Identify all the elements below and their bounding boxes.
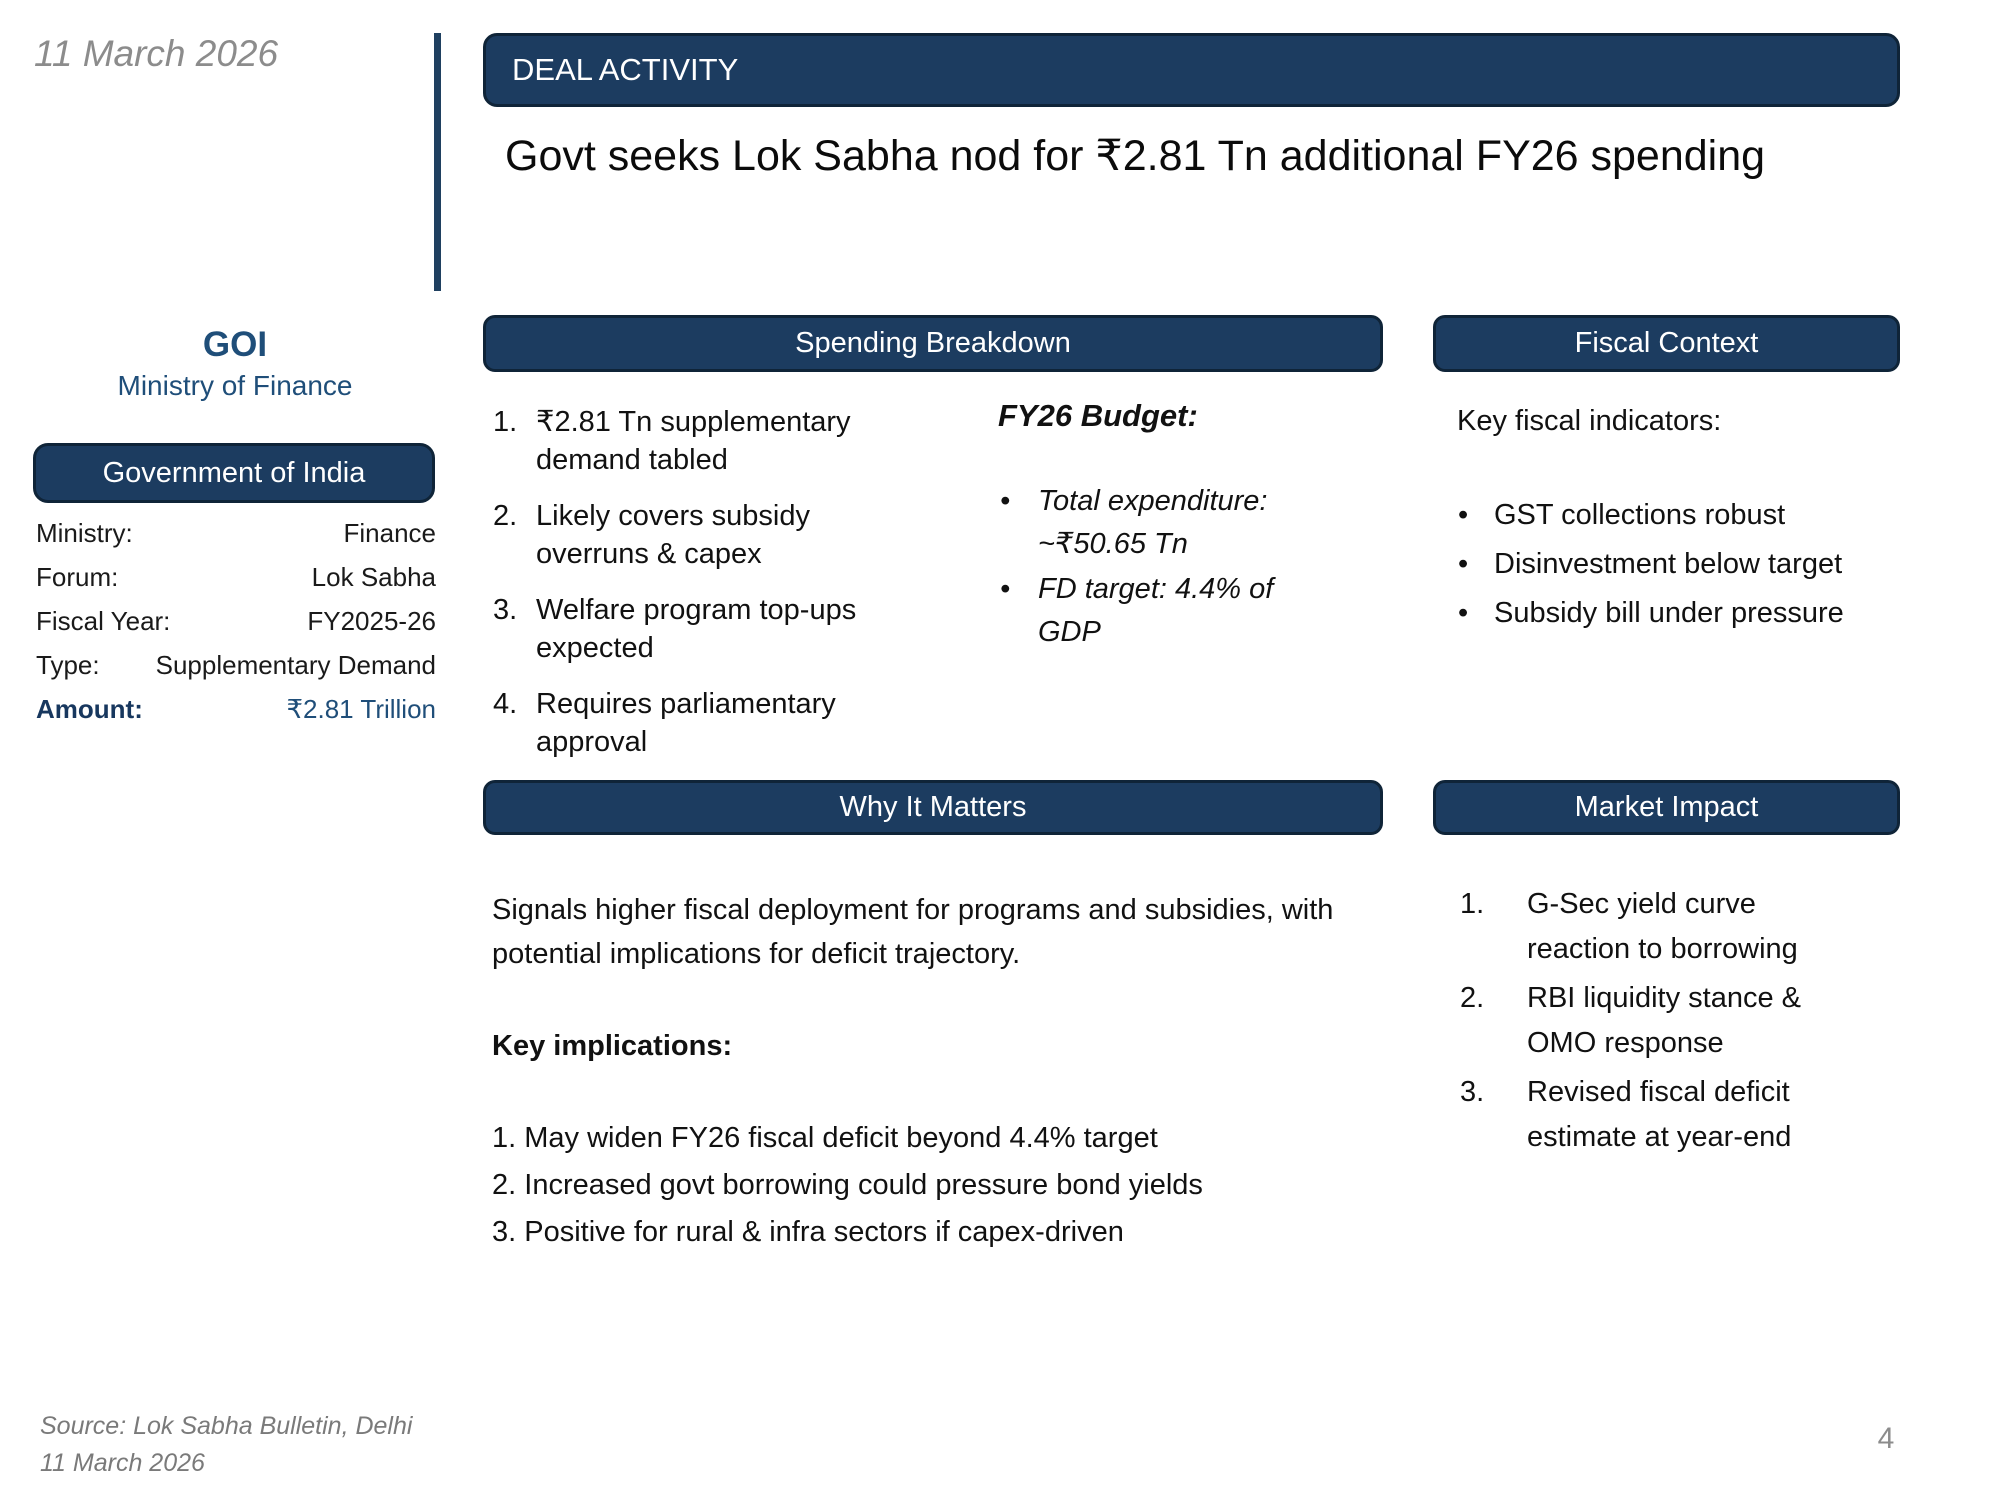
field-value: Finance — [343, 518, 437, 548]
list-item: Positive for rural & infra sectors if ca… — [524, 1216, 1124, 1248]
list-item: Likely covers subsidy overruns & capex — [493, 497, 810, 570]
deal-activity-banner: DEAL ACTIVITY — [483, 33, 1900, 107]
list-item: GST collections robust — [1458, 498, 1898, 532]
slide-date: 11 March 2026 — [34, 33, 279, 74]
field-label: Type: — [36, 650, 100, 680]
entity-abbr: GOI — [202, 325, 268, 364]
spending-breakdown-list: ₹2.81 Tn supplementary demand tabled Lik… — [493, 403, 918, 779]
why-it-matters-paragraph: Signals higher fiscal deployment for pro… — [492, 894, 1334, 970]
list-item: Requires parliamentary approval — [493, 685, 836, 758]
market-impact-list: G-Sec yield curve reaction to borrowing … — [1460, 882, 1860, 1164]
key-implications-heading: Key implications: — [492, 1030, 733, 1062]
field-value: Lok Sabha — [311, 562, 436, 592]
fiscal-context-header: Fiscal Context — [1433, 315, 1900, 372]
field-value: Supplementary Demand — [155, 650, 436, 680]
field-label: Fiscal Year: — [36, 606, 171, 636]
key-implications-list: May widen FY26 fiscal deficit beyond 4.4… — [492, 1121, 1392, 1262]
field-row-forum: Forum: Lok Sabha — [36, 562, 436, 593]
list-item: Subsidy bill under pressure — [1458, 596, 1898, 630]
market-impact-title: Market Impact — [1574, 791, 1759, 823]
why-it-matters-header: Why It Matters — [483, 780, 1383, 835]
headline: Govt seeks Lok Sabha nod for ₹2.81 Tn ad… — [505, 132, 1766, 180]
source-date: 11 March 2026 — [40, 1449, 205, 1477]
source-line: Source: Lok Sabha Bulletin, Delhi — [40, 1412, 413, 1440]
list-item: Increased govt borrowing could pressure … — [524, 1169, 1203, 1201]
field-row-ministry: Ministry: Finance — [36, 518, 436, 549]
list-item: Disinvestment below target — [1458, 547, 1898, 581]
spending-breakdown-title: Spending Breakdown — [795, 327, 1071, 359]
list-item: Total expenditure: ~₹50.65 Tn — [998, 480, 1318, 566]
fy26-budget-block: FY26 Budget: Total expenditure: ~₹50.65 … — [998, 398, 1318, 656]
fiscal-context-list: GST collections robust Disinvestment bel… — [1458, 498, 1898, 645]
market-impact-header: Market Impact — [1433, 780, 1900, 835]
list-item: Welfare program top-ups expected — [493, 591, 857, 664]
entity-card-title: Government of India — [102, 456, 366, 489]
field-value: FY2025-26 — [307, 606, 436, 636]
spending-breakdown-header: Spending Breakdown — [483, 315, 1383, 372]
field-row-amount: Amount: ₹2.81 Trillion — [36, 694, 436, 725]
entity-card: Government of India — [33, 443, 435, 503]
list-item: G-Sec yield curve reaction to borrowing — [1460, 882, 1798, 965]
list-item: Revised fiscal deficit estimate at year-… — [1460, 1070, 1792, 1153]
field-label: Ministry: — [36, 518, 133, 548]
field-label: Amount: — [36, 694, 143, 724]
fy26-budget-heading: FY26 Budget: — [998, 398, 1198, 433]
fiscal-context-heading: Key fiscal indicators: — [1457, 405, 1722, 437]
field-label: Forum: — [36, 562, 119, 592]
fiscal-context-title: Fiscal Context — [1574, 327, 1759, 359]
list-item: RBI liquidity stance & OMO response — [1460, 976, 1802, 1059]
why-it-matters-title: Why It Matters — [839, 791, 1027, 823]
source-note: Source: Lok Sabha Bulletin, Delhi 11 Mar… — [40, 1408, 412, 1482]
field-row-fiscal-year: Fiscal Year: FY2025-26 — [36, 606, 436, 637]
fy26-budget-list: Total expenditure: ~₹50.65 Tn FD target:… — [998, 480, 1318, 654]
field-row-type: Type: Supplementary Demand — [36, 650, 436, 681]
vertical-divider — [434, 33, 441, 291]
deal-activity-label: DEAL ACTIVITY — [512, 52, 739, 87]
entity-subtitle: Ministry of Finance — [117, 370, 353, 401]
page-number: 4 — [1877, 1422, 1895, 1455]
list-item: ₹2.81 Tn supplementary demand tabled — [493, 403, 851, 476]
list-item: May widen FY26 fiscal deficit beyond 4.4… — [524, 1122, 1158, 1154]
entity-fields: Ministry: Finance Forum: Lok Sabha Fisca… — [36, 518, 436, 738]
field-value: ₹2.81 Trillion — [286, 694, 437, 724]
list-item: FD target: 4.4% of GDP — [998, 568, 1318, 654]
